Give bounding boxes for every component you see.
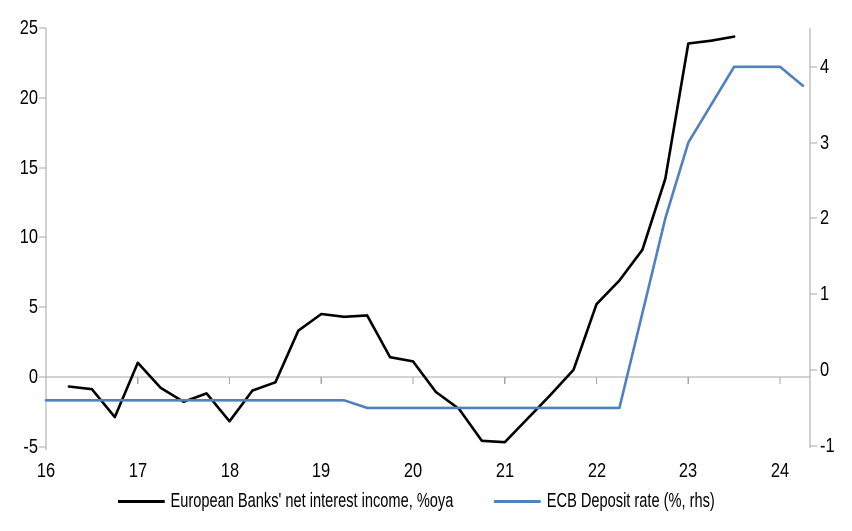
right-axis-label: 0 bbox=[820, 359, 830, 381]
right-axis-label: 4 bbox=[820, 56, 830, 78]
x-axis-label: 22 bbox=[587, 460, 607, 482]
left-axis-label: 10 bbox=[19, 226, 38, 248]
left-axis-label: 5 bbox=[28, 296, 38, 318]
x-axis-label: 20 bbox=[403, 460, 423, 482]
black-line-swatch-icon bbox=[118, 499, 165, 503]
x-axis-label: 18 bbox=[220, 460, 240, 482]
right-axis-label: 1 bbox=[820, 283, 830, 305]
series-line-ecb-deposit-rate bbox=[44, 65, 805, 410]
left-axis-label: 20 bbox=[19, 87, 38, 109]
x-axis-label: 16 bbox=[36, 460, 56, 482]
right-axis-label: -1 bbox=[820, 435, 835, 457]
series-layer bbox=[44, 35, 805, 444]
x-axis-label: 19 bbox=[311, 460, 331, 482]
x-axis-label: 21 bbox=[495, 460, 515, 482]
legend-item-ecb-deposit-rate: ECB Deposit rate (%, rhs) bbox=[494, 490, 715, 512]
axes-frame bbox=[39, 27, 817, 450]
x-axis-label: 24 bbox=[770, 460, 790, 482]
left-axis-label: -5 bbox=[23, 436, 38, 458]
x-axis-ticks bbox=[45, 377, 781, 384]
left-axis-label: 0 bbox=[28, 366, 38, 388]
left-axis-label: 25 bbox=[19, 17, 38, 39]
left-axis-ticks bbox=[39, 27, 46, 448]
x-axis-label: 23 bbox=[678, 460, 698, 482]
legend: European Banks' net interest income, %oy… bbox=[118, 490, 715, 512]
left-axis-label: 15 bbox=[19, 157, 38, 179]
blue-line-swatch-icon bbox=[494, 499, 541, 503]
right-axis-label: 2 bbox=[820, 207, 830, 229]
x-axis-label: 17 bbox=[128, 460, 148, 482]
series-line-net-interest-income bbox=[67, 35, 736, 444]
legend-label: ECB Deposit rate (%, rhs) bbox=[546, 490, 715, 512]
right-axis-ticks bbox=[810, 66, 817, 447]
legend-item-net-interest-income: European Banks' net interest income, %oy… bbox=[118, 490, 453, 512]
right-axis-label: 3 bbox=[820, 132, 830, 154]
legend-label: European Banks' net interest income, %oy… bbox=[170, 490, 454, 512]
